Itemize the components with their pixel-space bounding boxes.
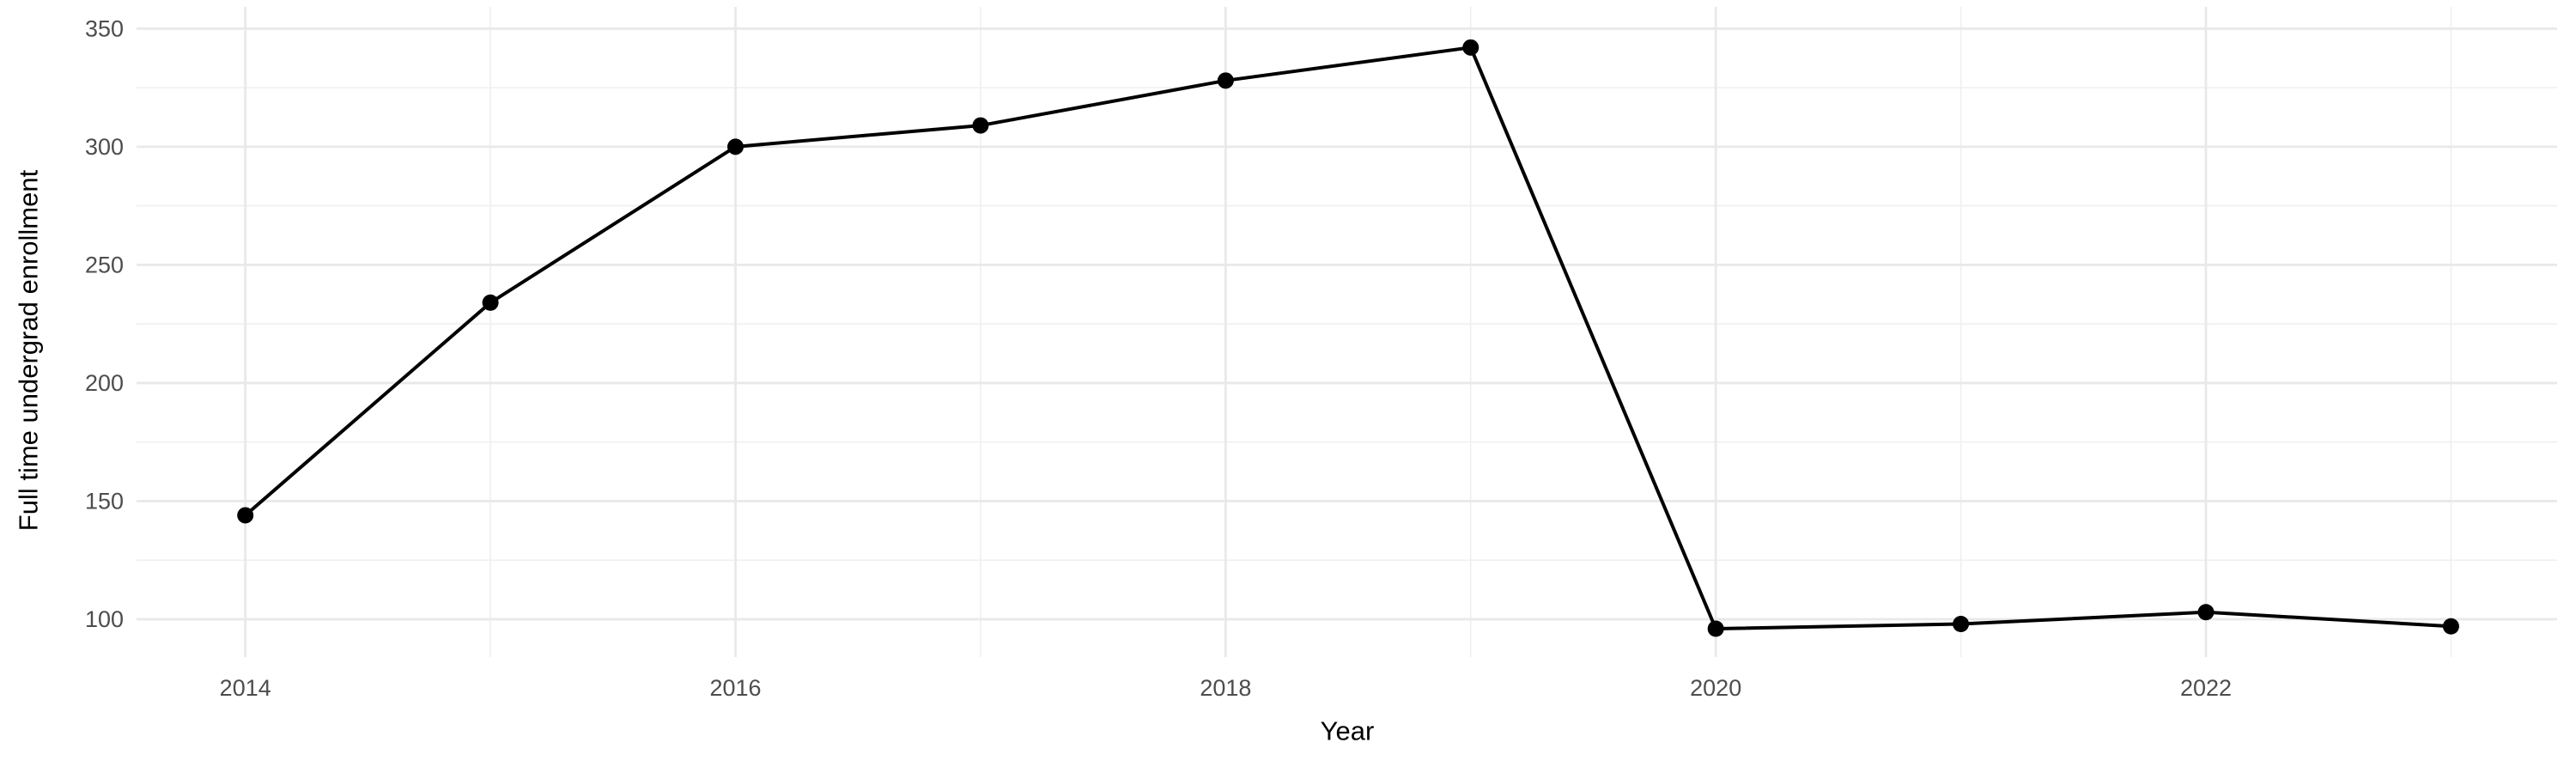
y-tick-label-100: 100 — [85, 606, 124, 632]
data-point-2014 — [237, 507, 254, 524]
x-axis-title: Year — [1320, 715, 1375, 746]
x-tick-label-2014: 2014 — [220, 675, 271, 701]
y-tick-label-300: 300 — [85, 134, 124, 160]
y-axis-title: Full time undergrad enrollment — [13, 169, 44, 532]
y-tick-label-200: 200 — [85, 370, 124, 396]
y-tick-label-150: 150 — [85, 488, 124, 514]
y-tick-label-250: 250 — [85, 252, 124, 277]
y-tick-label-350: 350 — [85, 15, 124, 41]
data-point-2018 — [1217, 72, 1234, 89]
data-point-2021 — [1953, 615, 1970, 632]
data-point-2022 — [2197, 604, 2215, 621]
data-point-2023 — [2442, 618, 2459, 635]
data-point-2019 — [1462, 39, 1479, 56]
data-point-2020 — [1707, 620, 1724, 637]
x-tick-label-2016: 2016 — [710, 675, 762, 701]
data-point-2016 — [727, 138, 744, 155]
enrollment-series-line — [244, 46, 2451, 630]
x-tick-label-2022: 2022 — [2180, 675, 2232, 701]
data-point-2017 — [972, 117, 989, 134]
x-tick-label-2018: 2018 — [1200, 675, 1251, 701]
x-tick-label-2020: 2020 — [1690, 675, 1741, 701]
data-point-2015 — [482, 294, 499, 311]
